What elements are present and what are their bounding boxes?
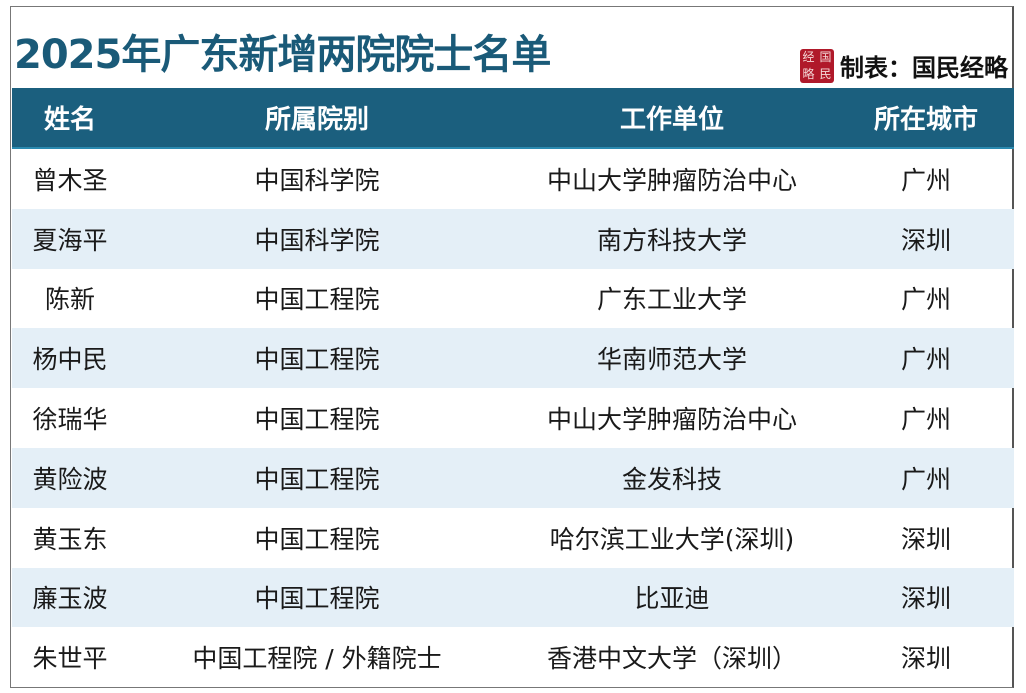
table-row: 廉玉波 中国工程院 比亚迪 深圳 xyxy=(12,567,1014,628)
table-row: 黄险波 中国工程院 金发科技 广州 xyxy=(12,447,1014,508)
column-header: 所属院别 xyxy=(128,88,506,149)
table-cell: 徐瑞华 xyxy=(32,405,108,435)
table-cell: 南方科技大学 xyxy=(506,208,838,269)
table-cell: 中国工程院 xyxy=(254,524,380,554)
table-row: 夏海平 中国科学院 南方科技大学 深圳 xyxy=(12,208,1014,269)
table-cell: 华南师范大学 xyxy=(506,328,838,389)
table-row: 黄玉东 中国工程院 哈尔滨工业大学(深圳) 深圳 xyxy=(12,508,1014,568)
table-cell: 广州 xyxy=(900,285,951,315)
table-cell: 广州 xyxy=(838,447,1014,508)
table-cell: 广州 xyxy=(900,165,951,195)
table-cell: 曾木圣 xyxy=(32,165,108,195)
table-cell: 广州 xyxy=(900,405,951,435)
table-cell: 夏海平 xyxy=(12,208,128,269)
page-title: 2025年广东新增两院院士名单 xyxy=(14,32,551,78)
seal-char: 民 xyxy=(819,67,832,81)
column-header: 所在城市 xyxy=(838,88,1014,149)
table-cell: 深圳 xyxy=(900,524,951,554)
header-row: 姓名 所属院别 工作单位 所在城市 xyxy=(12,88,1014,149)
table-cell: 广州 xyxy=(838,328,1014,389)
table-cell: 中国工程院 xyxy=(254,285,380,315)
table-cell: 中国工程院 xyxy=(128,567,506,628)
credit: 经 国 略 民 制表：国民经略 xyxy=(800,48,1008,83)
table-cell: 广东工业大学 xyxy=(596,285,747,315)
logo-seal: 经 国 略 民 xyxy=(800,48,834,83)
table-cell: 中国工程院 xyxy=(128,447,506,508)
table-cell: 哈尔滨工业大学(深圳) xyxy=(549,524,795,554)
column-header: 姓名 xyxy=(12,88,128,149)
table-cell: 香港中文大学（深圳） xyxy=(546,644,797,674)
table-cell: 朱世平 xyxy=(32,644,108,674)
table-row: 陈新 中国工程院 广东工业大学 广州 xyxy=(12,269,1014,329)
table-cell: 中国工程院 xyxy=(128,328,506,389)
table-cell: 比亚迪 xyxy=(506,567,838,628)
table-cell: 深圳 xyxy=(838,567,1014,628)
table-cell: 金发科技 xyxy=(506,447,838,508)
table-row: 杨中民 中国工程院 华南师范大学 广州 xyxy=(12,328,1014,389)
table-cell: 中山大学肿瘤防治中心 xyxy=(546,405,797,435)
seal-char: 经 xyxy=(802,50,815,64)
table-cell: 中国科学院 xyxy=(128,208,506,269)
table-cell: 中国工程院 / 外籍院士 xyxy=(192,644,442,674)
table-row: 朱世平 中国工程院 / 外籍院士 香港中文大学（深圳） 深圳 xyxy=(12,627,1014,687)
table-row: 曾木圣 中国科学院 中山大学肿瘤防治中心 广州 xyxy=(12,148,1014,209)
academician-table: 姓名 所属院别 工作单位 所在城市 曾木圣 中国科学院 中山大学肿瘤防治中心 广州 夏海平 中国… xyxy=(12,88,1014,687)
table-cell: 深圳 xyxy=(900,644,951,674)
seal-char: 国 xyxy=(819,50,832,64)
table-cell: 黄险波 xyxy=(12,447,128,508)
table-cell: 杨中民 xyxy=(12,328,128,389)
credit-label: 制表：国民经略 xyxy=(840,53,1008,82)
table-cell: 中国工程院 xyxy=(254,405,380,435)
table-row: 徐瑞华 中国工程院 中山大学肿瘤防治中心 广州 xyxy=(12,388,1014,448)
column-header: 工作单位 xyxy=(506,88,838,149)
seal-char: 略 xyxy=(802,67,815,81)
table-cell: 深圳 xyxy=(838,208,1014,269)
table-cell: 黄玉东 xyxy=(32,524,108,554)
table-cell: 中山大学肿瘤防治中心 xyxy=(546,165,797,195)
table-cell: 中国科学院 xyxy=(254,165,380,195)
table-cell: 陈新 xyxy=(44,285,95,315)
table-cell: 廉玉波 xyxy=(12,567,128,628)
